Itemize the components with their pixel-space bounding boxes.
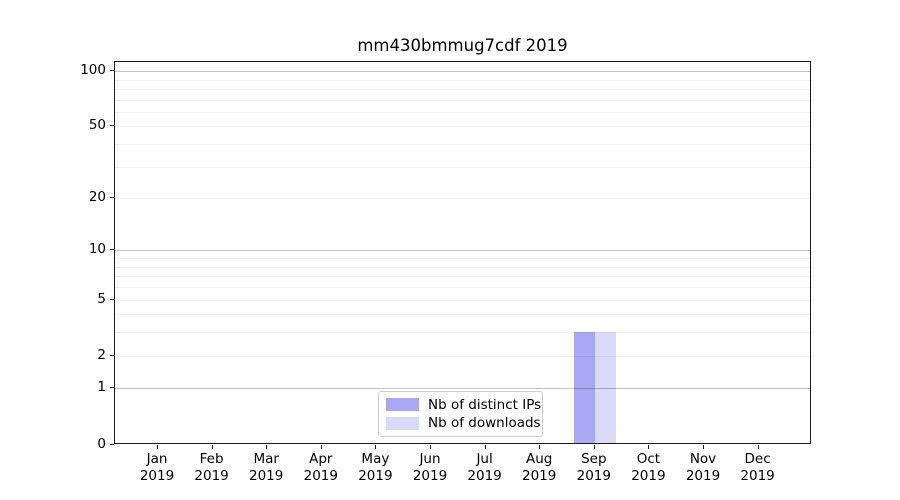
y-axis-tick-10 [110,249,114,251]
x-axis-tick-jun [430,444,431,449]
x-axis-label-apr: Apr 2019 [303,450,338,484]
legend-item-downloads: Nb of downloads [386,415,541,431]
x-axis-tick-apr [320,444,322,449]
x-axis-tick-may [375,444,377,449]
y-axis-label-100: 100 [80,62,106,79]
chart-title: mm430bmmug7cdf 2019 [357,36,568,55]
x-axis-tick-feb [211,444,213,449]
y-axis-tick-1 [110,387,114,389]
minor-gridline-2 [115,355,810,357]
x-axis-tick-oct [648,444,650,449]
minor-gridline-90 [115,79,810,81]
legend: Nb of distinct IPs Nb of downloads [378,391,543,437]
legend-item-distinct-ips: Nb of distinct IPs [386,397,541,413]
y-axis-label-2: 2 [97,346,106,363]
y-axis-tick-2 [110,354,114,356]
minor-gridline-20 [115,198,810,200]
minor-gridline-6 [115,287,810,289]
y-axis-label-1: 1 [97,379,106,396]
minor-gridline-9 [115,258,810,260]
x-axis-tick-sep [593,444,595,449]
x-axis-label-dec: Dec 2019 [740,450,775,484]
x-axis-tick-aug [539,444,541,449]
y-axis-label-0: 0 [97,435,106,452]
x-axis-label-aug: Aug 2019 [522,450,557,484]
minor-gridline-60 [115,111,810,113]
x-axis-tick-jul [484,444,486,449]
x-axis-label-jul: Jul 2019 [467,450,502,484]
legend-label-downloads: Nb of downloads [428,415,541,432]
legend-swatch-distinct-ips [386,398,419,412]
y-axis-label-20: 20 [88,189,106,206]
x-axis-label-jan: Jan 2019 [139,450,175,484]
y-axis-label-10: 10 [88,241,106,258]
x-axis-label-feb: Feb 2019 [194,450,229,484]
y-axis-tick-5 [110,298,114,300]
minor-gridline-50 [115,126,810,128]
x-axis-label-may: May 2019 [358,450,393,484]
minor-gridline-40 [115,144,810,146]
y-axis-label-50: 50 [88,117,106,134]
minor-gridline-3 [115,332,810,334]
minor-gridline-4 [115,314,810,316]
x-axis-tick-mar [266,444,268,449]
minor-gridline-80 [115,88,810,90]
y-axis-tick-100 [110,70,114,72]
x-axis-label-mar: Mar 2019 [249,450,284,484]
x-axis-label-jun: Jun 2019 [412,450,448,484]
x-axis-tick-jan [157,444,158,449]
x-axis-tick-dec [757,444,759,449]
minor-gridline-70 [115,99,810,101]
bar-distinct-ips-sep [573,332,595,443]
x-axis-label-oct: Oct 2019 [631,450,666,484]
plot-area [114,61,811,444]
minor-gridline-30 [115,166,810,168]
major-gridline-1 [115,388,810,390]
y-axis-tick-0 [110,443,114,445]
legend-label-distinct-ips: Nb of distinct IPs [428,396,542,413]
y-axis-tick-20 [110,197,114,199]
y-axis-label-5: 5 [97,290,106,307]
major-gridline-100 [115,71,810,73]
y-axis-tick-50 [110,125,114,127]
x-axis-label-nov: Nov 2019 [685,450,721,484]
minor-gridline-7 [115,276,810,278]
x-axis-label-sep: Sep 2019 [576,450,611,484]
minor-gridline-8 [115,266,810,268]
minor-gridline-5 [115,299,810,301]
bar-downloads-sep [594,332,616,443]
x-axis-tick-nov [703,444,704,449]
legend-swatch-downloads [386,416,419,430]
major-gridline-10 [115,250,810,252]
